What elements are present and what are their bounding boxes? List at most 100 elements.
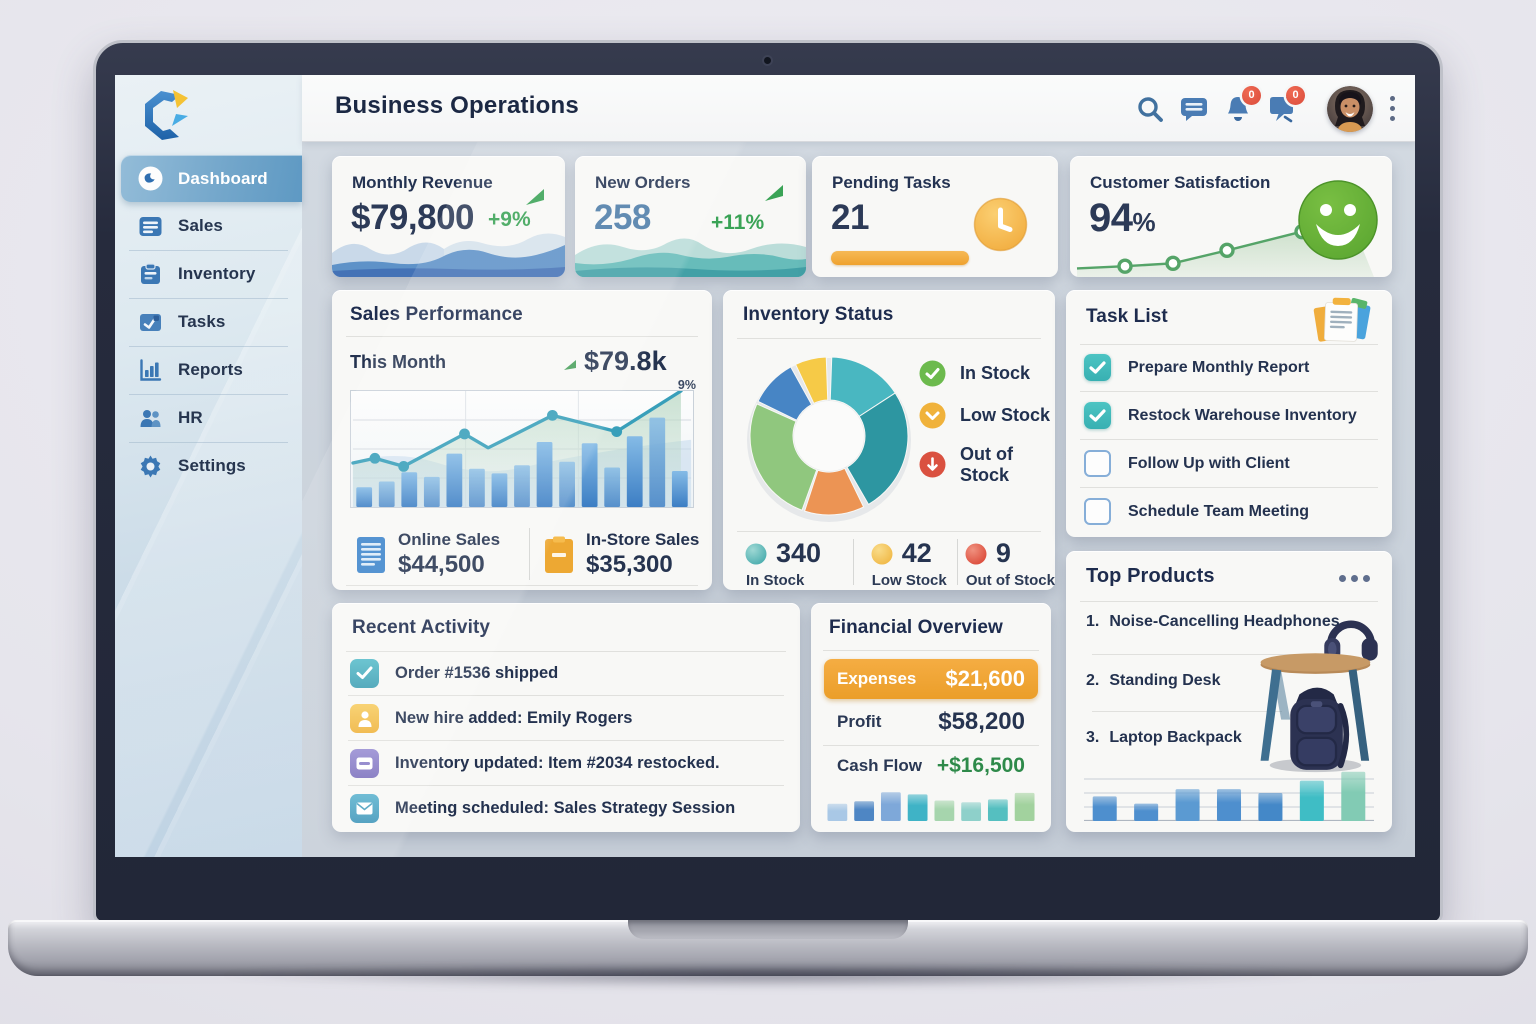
revenue-wave-decoration xyxy=(332,233,565,277)
period-value: $79.8k xyxy=(584,346,667,376)
product-item-3[interactable]: 3. Laptop Backpack xyxy=(1086,729,1242,747)
activity-text: Inventory updated: Item #2034 restocked. xyxy=(395,753,720,772)
stat-value: 340 xyxy=(776,538,822,568)
product-name: Standing Desk xyxy=(1109,672,1221,689)
check-circle-icon xyxy=(919,360,946,387)
trend-up-icon xyxy=(765,185,783,201)
dashboard-content: Monthly Revenue $79,800 +9% New xyxy=(302,142,1415,857)
task-label: Prepare Monthly Report xyxy=(1128,358,1310,376)
kpi-value: 258 xyxy=(594,198,651,237)
card-icon xyxy=(350,748,379,778)
notification-badge: 0 xyxy=(1242,85,1261,105)
product-name: Laptop Backpack xyxy=(1109,729,1242,746)
hr-icon xyxy=(138,406,163,431)
kpi-value-number: 94 xyxy=(1089,196,1133,240)
sales-bar-line-chart xyxy=(350,390,694,508)
tasks-icon xyxy=(138,310,163,335)
divider xyxy=(1092,711,1282,712)
period-label: This Month xyxy=(350,352,446,372)
person-icon xyxy=(350,703,379,733)
sidebar-item-label: Settings xyxy=(178,456,246,475)
trend-up-icon xyxy=(526,189,544,205)
sidebar-item-hr[interactable]: HR xyxy=(115,393,302,442)
row-value: +$16,500 xyxy=(936,754,1025,777)
sidebar-item-tasks[interactable]: Tasks xyxy=(115,297,302,346)
sidebar-item-inventory[interactable]: Inventory xyxy=(115,249,302,298)
divider xyxy=(823,745,1039,746)
sidebar-item-label: Inventory xyxy=(178,264,256,283)
sidebar-item-reports[interactable]: Reports xyxy=(115,345,302,394)
task-item[interactable]: Prepare Monthly Report xyxy=(1066,344,1392,391)
headphones-image xyxy=(1324,620,1378,661)
kpi-card-monthly-revenue: Monthly Revenue $79,800 +9% xyxy=(332,156,565,277)
inventory-donut-chart xyxy=(747,356,911,522)
task-checkbox[interactable] xyxy=(1084,402,1111,429)
activity-item: Inventory updated: Item #2034 restocked. xyxy=(332,741,800,785)
teal-dot-icon xyxy=(745,543,767,564)
divider xyxy=(346,336,698,337)
notifications-icon[interactable]: 0 xyxy=(1223,85,1261,124)
task-item[interactable]: Restock Warehouse Inventory xyxy=(1066,392,1392,439)
stat-label: In Stock xyxy=(746,572,805,589)
kpi-delta: +9% xyxy=(488,208,531,231)
card-title: Task List xyxy=(1086,306,1168,327)
row-value: $21,600 xyxy=(945,666,1025,691)
sidebar-item-label: HR xyxy=(178,408,203,427)
activity-text: Order #1536 shipped xyxy=(395,663,559,682)
mail-icon xyxy=(350,793,379,823)
more-menu-icon[interactable] xyxy=(1383,86,1401,132)
stat-label: Out of Stock xyxy=(965,572,1055,589)
task-item[interactable]: Follow Up with Client xyxy=(1066,440,1392,487)
inventory-status-card: Inventory Status In Stock Low Stock xyxy=(723,290,1055,590)
product-item-2[interactable]: 2. Standing Desk xyxy=(1086,672,1220,690)
task-checkbox[interactable] xyxy=(1084,498,1111,525)
card-title: Recent Activity xyxy=(352,617,491,638)
legend-label: Out of Stock xyxy=(960,444,1013,485)
sidebar-item-label: Tasks xyxy=(178,312,226,331)
sidebar-item-label: Dashboard xyxy=(178,168,268,188)
sales-performance-card: Sales Performance This Month $79.8k 9% O… xyxy=(332,290,712,590)
messages-icon[interactable] xyxy=(1179,94,1209,124)
legend-label: In Stock xyxy=(960,363,1031,384)
product-item-1[interactable]: 1. Noise-Cancelling Headphones xyxy=(1086,613,1340,631)
red-dot-icon xyxy=(965,543,987,564)
task-checkbox[interactable] xyxy=(1084,354,1111,381)
orders-wave-decoration xyxy=(575,238,806,277)
laptop-base xyxy=(8,920,1528,976)
activity-rows: Order #1536 shipped New hire added: Emil… xyxy=(332,651,800,830)
clipboard-stack-icon xyxy=(1313,297,1371,342)
stat-label: Low Stock xyxy=(871,572,947,589)
divider xyxy=(346,585,698,586)
main-area: Business Operations 0 xyxy=(302,75,1415,857)
sidebar-item-dashboard[interactable]: Dashboard xyxy=(121,155,302,202)
settings-icon xyxy=(138,454,163,479)
stat-value: $44,500 xyxy=(398,551,485,578)
divider xyxy=(346,651,786,652)
feedback-icon[interactable]: 0 xyxy=(1267,85,1305,124)
avatar[interactable] xyxy=(1327,85,1373,132)
divider xyxy=(1080,344,1378,345)
sidebar-item-settings[interactable]: Settings xyxy=(115,441,302,490)
sidebar-item-label: Reports xyxy=(178,360,243,379)
stat-value: $35,300 xyxy=(586,551,673,578)
legend-item-out-of-stock: Out of Stock xyxy=(919,444,1050,485)
stat-out-of-stock: 9 Out of Stock xyxy=(958,538,1055,589)
stat-value: 42 xyxy=(901,538,932,568)
clipboard-icon xyxy=(545,536,573,573)
trend-up-icon xyxy=(564,360,576,370)
task-checkbox[interactable] xyxy=(1084,450,1111,477)
divider xyxy=(348,695,784,696)
yellow-dot-icon xyxy=(871,543,893,564)
kpi-label: New Orders xyxy=(595,173,691,192)
divider xyxy=(1092,654,1322,655)
task-rows: Prepare Monthly Report Restock Warehouse… xyxy=(1066,344,1392,535)
sidebar-item-sales[interactable]: Sales xyxy=(115,202,302,250)
kpi-card-new-orders: New Orders 258 +11% xyxy=(575,156,806,277)
card-menu-icon[interactable] xyxy=(1339,575,1370,582)
divider xyxy=(1080,391,1378,392)
card-title: Inventory Status xyxy=(743,304,894,325)
search-icon[interactable] xyxy=(1135,94,1165,124)
task-item[interactable]: Schedule Team Meeting xyxy=(1066,488,1392,535)
financial-overview-card: Financial Overview Expenses $21,600 Prof… xyxy=(811,603,1051,832)
